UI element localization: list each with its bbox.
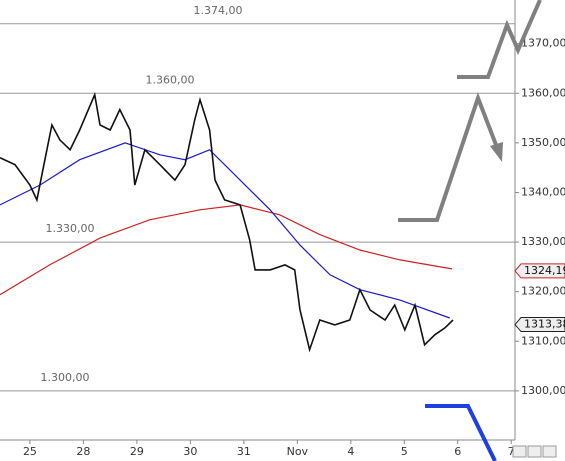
arrow-head <box>490 142 503 162</box>
x-tick-label: 30 <box>183 445 197 458</box>
y-tick-label: 1310,000 <box>521 334 565 347</box>
x-tick-label: 25 <box>23 445 37 458</box>
price-tag-label: 1313,38 <box>524 318 565 331</box>
x-tick-label: Nov <box>287 445 309 458</box>
series-line <box>0 142 451 319</box>
toolbar <box>512 445 557 458</box>
x-tick-label: 5 <box>401 445 408 458</box>
y-tick-label: 1350,000 <box>521 136 565 149</box>
y-tick-label: 1340,000 <box>521 185 565 198</box>
y-tick-label: 1330,000 <box>521 235 565 248</box>
level-label: 1.300,00 <box>41 371 90 384</box>
series-line <box>0 91 454 353</box>
level-label: 1.330,00 <box>46 222 95 235</box>
arrow-blue <box>425 404 497 461</box>
x-tick-label: 31 <box>237 445 251 458</box>
price-tag <box>514 263 565 279</box>
y-tick-label: 1360,000 <box>521 86 565 99</box>
x-tick-label: 6 <box>454 445 461 458</box>
x-tick-label: 29 <box>130 445 144 458</box>
arrow-gray-upper <box>457 0 542 79</box>
scroll-button[interactable] <box>512 445 527 458</box>
x-tick-label: 7 <box>508 445 515 458</box>
y-tick-label: 1370,000 <box>521 37 565 50</box>
zoom-button[interactable] <box>542 445 557 458</box>
level-label: 1.374,00 <box>194 4 243 17</box>
y-tick-label: 1320,000 <box>521 285 565 298</box>
arrow-gray <box>398 92 500 222</box>
y-tick-label: 1300,000 <box>521 384 565 397</box>
x-tick-label: 28 <box>76 445 90 458</box>
scroll-button[interactable] <box>527 445 542 458</box>
level-label: 1.360,00 <box>146 73 195 86</box>
x-tick-label: 4 <box>347 445 354 458</box>
price-tag <box>514 317 565 333</box>
price-tag-label: 1324,19 <box>524 264 565 277</box>
